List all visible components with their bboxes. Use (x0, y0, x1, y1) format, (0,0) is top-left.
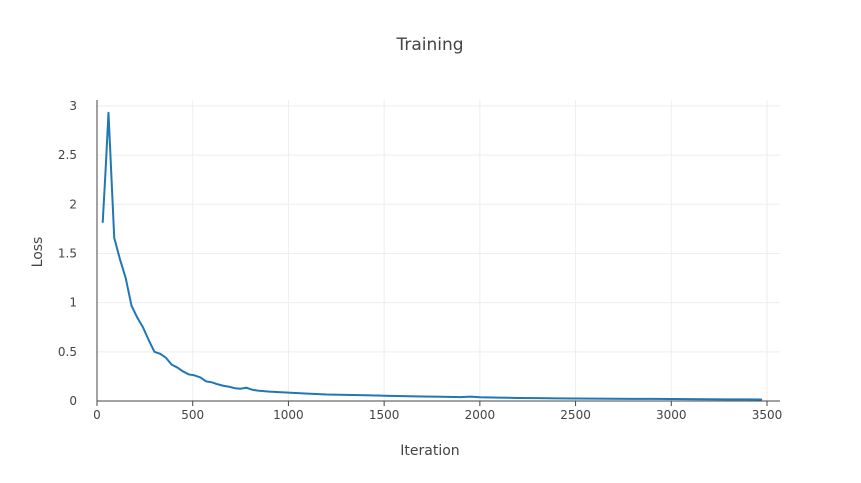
x-tick-label: 500 (181, 408, 204, 422)
x-tick-label: 1500 (369, 408, 400, 422)
y-tick-label: 2.5 (58, 148, 77, 162)
grid (97, 100, 780, 401)
y-tick-label: 1 (69, 296, 77, 310)
y-tick-label: 2 (69, 197, 77, 211)
y-axis-title: Loss (30, 237, 46, 268)
y-tick-label: 3 (69, 99, 77, 113)
x-axis-title: Iteration (400, 443, 459, 459)
x-tick-label: 0 (93, 408, 101, 422)
axes (96, 100, 780, 402)
series-layer (101, 111, 763, 401)
x-tick-label: 3500 (752, 408, 783, 422)
x-tick-label: 3000 (656, 408, 687, 422)
y-tick-label: 0 (69, 394, 77, 408)
x-tick-label: 2000 (465, 408, 496, 422)
x-tick-label: 2500 (560, 408, 591, 422)
y-axis-ticks: 0 0.5 1 1.5 2 2.5 3 (58, 99, 77, 408)
x-tick-label: 1000 (273, 408, 304, 422)
loss-series-line (101, 111, 763, 401)
y-tick-label: 1.5 (58, 246, 77, 260)
y-tick-label: 0.5 (58, 345, 77, 359)
chart-title: Training (395, 35, 463, 55)
x-axis-ticks: 0 500 1000 1500 2000 2500 3000 3500 (93, 401, 782, 422)
